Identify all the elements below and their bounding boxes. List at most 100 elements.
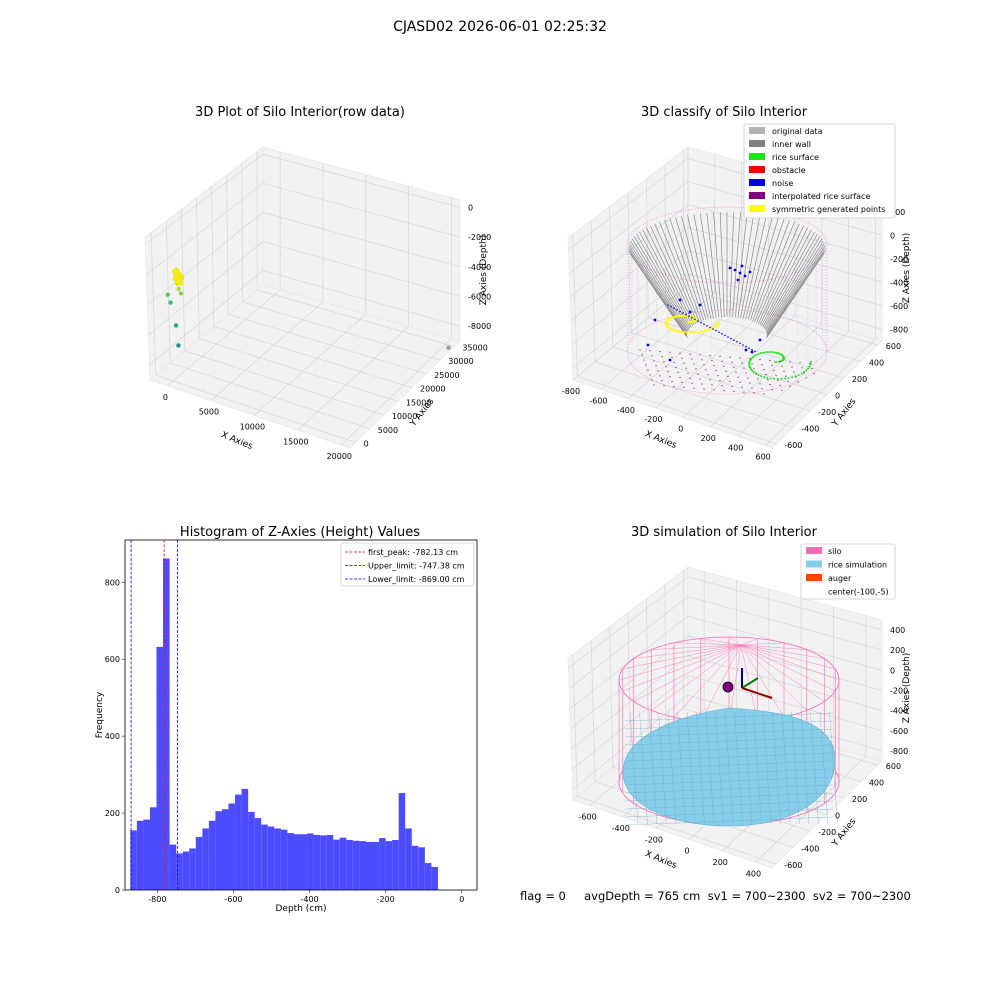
noise-point [748, 270, 752, 274]
interpolated-point [781, 389, 783, 391]
histogram-bar [359, 841, 366, 890]
interpolated-point [707, 374, 709, 376]
inner-wall-stroke [645, 227, 695, 325]
inner-wall-stroke [699, 213, 717, 318]
raw-data-point [178, 280, 184, 286]
noise-point [694, 318, 696, 321]
panel-classify: 3D classify of Silo Interior -800 -600 -40… [562, 105, 912, 462]
silo-roof-line [651, 644, 742, 650]
z-tick-label: -400 [890, 707, 908, 716]
symmetric-point [716, 322, 720, 325]
rice-mesh-line [743, 711, 753, 825]
symmetric-point [665, 321, 668, 324]
noise-point [748, 347, 750, 350]
y-gridline [595, 361, 794, 428]
rice-surface-point [769, 351, 772, 354]
interpolated-point [727, 375, 729, 377]
histogram-bar [392, 840, 399, 890]
x-tick-label: -400 [300, 895, 318, 904]
simulation-x-axis-label: X Axies [643, 849, 678, 871]
noise-point [745, 345, 747, 348]
histogram-bar [143, 819, 150, 890]
y-gridline [609, 206, 614, 348]
interpolated-point [691, 382, 693, 384]
rice-surface-point [780, 377, 783, 380]
interpolated-point [703, 388, 705, 390]
interpolated-point [653, 384, 655, 386]
y-gridline [630, 332, 828, 395]
symmetric-point [674, 315, 678, 318]
noise-point [743, 274, 747, 278]
noise-point [688, 315, 690, 318]
noise-point [740, 264, 744, 268]
interpolated-point [793, 371, 795, 373]
z-gridline [569, 204, 689, 298]
z-tick-label: -6000 [468, 292, 491, 301]
interpolated-point [673, 361, 675, 363]
interpolated-point [761, 388, 763, 390]
noise-point [685, 313, 687, 316]
interpolated-point [699, 354, 701, 356]
interpolated-point [669, 351, 671, 353]
interpolated-point [757, 378, 759, 380]
histogram-tick-labels: -800 -600 -400 -200 0 0 200 400 600 800 [105, 578, 465, 904]
noise-point [730, 337, 732, 340]
silo-roof-line [700, 644, 742, 722]
legend-swatch [806, 560, 822, 568]
x-tick-label: -400 [612, 824, 630, 833]
interpolated-point [715, 370, 717, 372]
symmetric-point [706, 328, 710, 332]
symmetric-point [701, 330, 704, 333]
histogram-bar [235, 794, 242, 890]
interpolated-point [661, 356, 663, 358]
z-gridline [568, 596, 689, 689]
z-gridline [146, 183, 264, 275]
inner-wall-stroke [687, 214, 712, 319]
inner-wall-stroke [757, 225, 804, 324]
interpolated-point [655, 365, 657, 367]
rice-mesh-line [658, 711, 667, 825]
legend-swatch [749, 192, 765, 199]
rice-surface-point [757, 353, 760, 355]
interpolated-point [783, 370, 785, 372]
interpolated-point [769, 359, 771, 361]
rice-surface-point [753, 371, 756, 374]
x-gridline [297, 326, 409, 431]
noise-point [691, 317, 693, 319]
inner-wall-stroke [759, 227, 809, 325]
interpolated-point [663, 385, 665, 387]
y-tick-label: 800 [105, 578, 120, 587]
histogram-bar [221, 809, 229, 890]
z-gridline [262, 212, 461, 268]
inner-wall-stroke [628, 245, 688, 335]
x-tick-label: -200 [644, 415, 662, 424]
interpolated-point [719, 355, 721, 357]
interpolated-point [779, 360, 781, 362]
interpolated-point [693, 363, 695, 365]
interpolated-point [789, 361, 791, 363]
raw-data-point [165, 292, 170, 297]
rice-surface-point [807, 367, 809, 370]
inner-wall-stroke [765, 238, 823, 331]
y-gridline [228, 313, 427, 375]
z-gridline [687, 615, 883, 671]
rice-surface-point [753, 354, 756, 357]
inner-wall-stroke [628, 248, 688, 336]
rice-mesh-line [624, 744, 834, 754]
status-text: flag = 0 avgDepth = 765 cm sv1 = 700~230… [520, 889, 911, 903]
rice-surface-point [748, 361, 751, 364]
interpolated-point [677, 371, 679, 373]
rice-surface-point [810, 361, 812, 363]
silo-roof-line [740, 642, 785, 646]
symmetric-point [686, 331, 689, 334]
noise-point [738, 271, 742, 275]
interpolated-point [699, 378, 701, 380]
interpolated-point [747, 377, 749, 379]
rice-surface-point [750, 368, 753, 371]
silo-roof-line [618, 644, 742, 681]
interpolated-point [771, 364, 773, 366]
interpolated-point [725, 370, 727, 372]
interpolated-point [731, 361, 733, 363]
symmetric-point [692, 331, 695, 334]
interpolated-point [653, 360, 655, 362]
